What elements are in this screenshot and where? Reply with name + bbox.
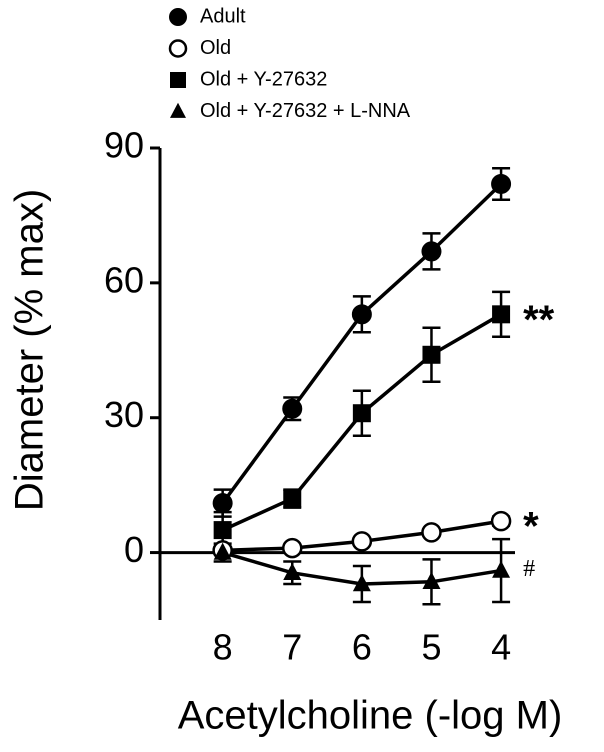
data-point xyxy=(491,173,512,194)
legend-marker xyxy=(169,8,187,26)
data-point xyxy=(212,493,233,514)
legend-label: Old xyxy=(200,37,231,59)
annotation: ** xyxy=(523,298,555,342)
legend-marker xyxy=(168,39,188,58)
x-tick-label: 4 xyxy=(491,627,511,668)
data-point xyxy=(213,542,232,560)
y-tick-label: 90 xyxy=(104,125,144,166)
data-point xyxy=(351,304,372,325)
legend-marker xyxy=(170,102,186,118)
annotation: * xyxy=(523,505,539,549)
y-axis-title: Diameter (% max) xyxy=(8,189,52,511)
x-axis-title: Acetylcholine (-log M) xyxy=(178,694,563,738)
data-point xyxy=(213,521,232,540)
data-point xyxy=(490,510,512,532)
legend-label: Old + Y-27632 xyxy=(200,68,327,90)
y-tick-label: 0 xyxy=(124,529,144,570)
legend-label: Old + Y-27632 + L-NNA xyxy=(200,100,411,122)
data-point xyxy=(422,345,441,364)
data-point xyxy=(351,531,373,552)
data-point xyxy=(492,560,511,578)
data-point xyxy=(282,398,303,419)
data-point xyxy=(422,571,441,589)
data-point xyxy=(352,404,371,423)
data-point xyxy=(283,562,302,580)
y-tick-label: 60 xyxy=(104,259,144,300)
data-point xyxy=(421,241,442,262)
x-tick-label: 6 xyxy=(352,627,372,668)
legend-marker xyxy=(170,72,186,88)
data-point xyxy=(421,522,442,543)
data-point xyxy=(282,537,303,559)
x-tick-label: 8 xyxy=(213,627,233,668)
data-point xyxy=(492,305,511,324)
annotation: # xyxy=(523,556,535,582)
y-tick-label: 30 xyxy=(104,394,144,435)
x-tick-label: 7 xyxy=(282,627,302,668)
legend-label: Adult xyxy=(200,5,246,27)
data-point xyxy=(283,489,302,508)
x-tick-label: 5 xyxy=(421,627,441,668)
data-point xyxy=(352,574,371,592)
series-line xyxy=(221,182,503,505)
